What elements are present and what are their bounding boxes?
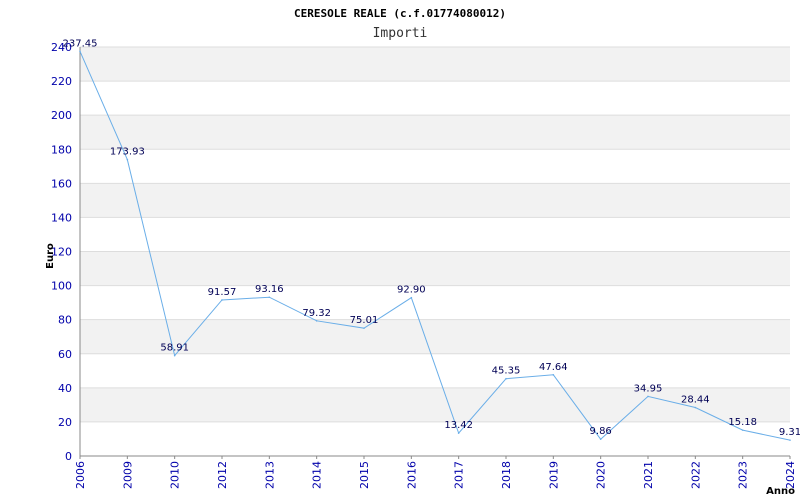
y-tick-label: 20 (58, 416, 72, 429)
data-point (505, 377, 507, 380)
data-label: 28.44 (681, 395, 710, 406)
x-tick-label: 2023 (737, 461, 750, 489)
data-label: 92.90 (397, 285, 426, 296)
y-axis-label: Euro (45, 243, 56, 269)
data-point (789, 439, 791, 441)
data-label: 9.31 (779, 427, 800, 438)
y-tick-label: 100 (51, 280, 72, 293)
plot-band (80, 251, 790, 286)
data-label: 9.86 (590, 426, 612, 437)
x-tick-label: 2012 (216, 461, 229, 489)
data-label: 93.16 (255, 284, 284, 295)
y-tick-label: 160 (51, 177, 72, 190)
y-tick-label: 120 (51, 246, 72, 259)
plot-bands (80, 47, 790, 422)
plot-band (80, 319, 790, 354)
data-point (221, 299, 223, 301)
chart-title: CERESOLE REALE (c.f.01774080012) (294, 7, 506, 20)
x-tick-label: 2024 (784, 461, 797, 489)
data-label: 75.01 (350, 315, 379, 326)
plot-band (80, 387, 790, 422)
axes (79, 47, 791, 459)
x-tick-label: 2019 (547, 461, 560, 489)
y-tick-label: 80 (58, 314, 72, 327)
x-tick-label: 2014 (311, 461, 324, 489)
y-tick-label: 60 (58, 348, 72, 361)
data-point (363, 327, 365, 329)
data-point (126, 158, 129, 161)
x-axis-label: Anno (766, 486, 795, 497)
x-tick-label: 2018 (500, 461, 513, 489)
data-label: 34.95 (634, 383, 663, 394)
y-tick-label: 220 (51, 75, 72, 88)
x-tick-label: 2009 (121, 461, 134, 489)
x-tick-label: 2022 (689, 461, 702, 489)
data-label: 47.64 (539, 362, 568, 373)
data-point (647, 395, 649, 398)
y-tick-label: 240 (51, 41, 72, 54)
series-line (79, 51, 791, 441)
plot-band (80, 47, 790, 82)
x-tick-labels: 2006 2009 2010 2012 2013 2014 2015 2016 2017 2018… (74, 461, 797, 489)
data-point (79, 50, 81, 53)
x-tick-label: 2020 (595, 461, 608, 489)
series-line-group (79, 50, 791, 441)
data-label: 237.45 (63, 38, 98, 49)
x-tick-label: 2015 (358, 461, 371, 489)
data-labels: 237.45 173.93 58.91 91.57 93.16 79.32 75.01 92.… (63, 38, 800, 438)
data-point (694, 406, 697, 409)
data-point (410, 296, 413, 299)
y-tick-label: 40 (58, 382, 72, 395)
x-tick-label: 2021 (642, 461, 655, 489)
x-tick-label: 2016 (405, 461, 418, 489)
data-point (173, 354, 176, 357)
data-point (315, 320, 318, 322)
data-label: 58.91 (160, 343, 189, 354)
x-tick-label: 2013 (263, 461, 276, 489)
data-label: 173.93 (110, 147, 145, 158)
chart-subtitle: Importi (373, 26, 428, 41)
x-tick-label: 2006 (74, 461, 87, 489)
x-tick-label: 2017 (453, 461, 466, 489)
plot-band (80, 115, 790, 150)
data-point (268, 296, 271, 299)
data-label: 15.18 (728, 417, 757, 428)
data-label: 45.35 (492, 366, 521, 377)
plot-band (80, 183, 790, 218)
data-label: 91.57 (208, 287, 237, 298)
y-tick-label: 200 (51, 109, 72, 122)
data-point (599, 438, 602, 440)
y-tick-label: 180 (51, 143, 72, 156)
data-label: 13.42 (444, 420, 473, 431)
y-tick-label: 0 (65, 450, 72, 463)
data-point (552, 374, 555, 376)
y-tick-label: 140 (51, 211, 72, 224)
data-point (457, 432, 460, 434)
data-point (741, 429, 744, 431)
y-tick-labels: 0 20 40 60 80 100 120 140 160 180 200 220 240 (51, 41, 72, 463)
x-tick-label: 2010 (169, 461, 182, 489)
data-label: 79.32 (302, 308, 331, 319)
